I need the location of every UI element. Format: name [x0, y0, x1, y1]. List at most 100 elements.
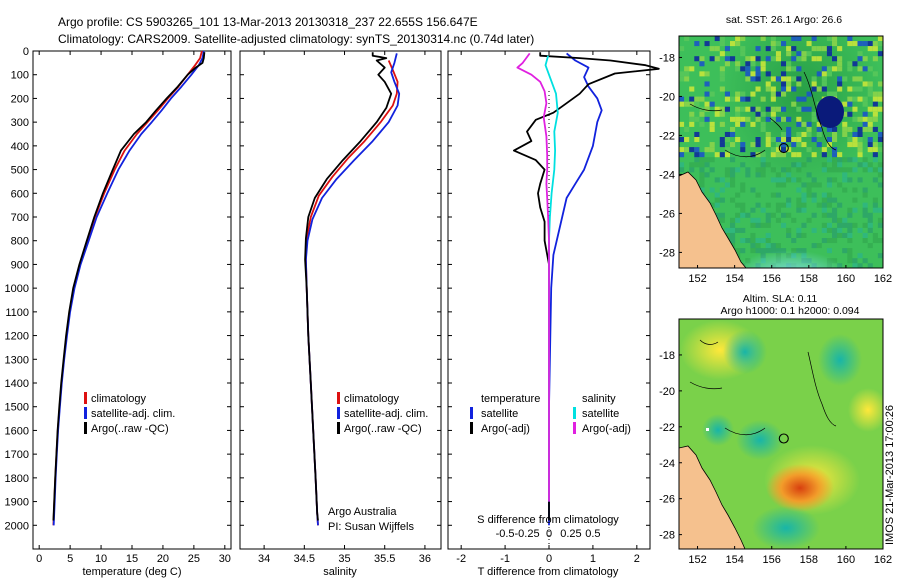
sst-pixel	[765, 202, 771, 208]
sst-pixel	[862, 202, 868, 208]
sst-pixel	[857, 126, 863, 132]
map-y-tick-label: -24	[659, 169, 675, 181]
sst-pixel	[832, 157, 838, 163]
sst-pixel	[740, 147, 746, 153]
sst-pixel	[679, 76, 685, 82]
sst-pixel	[796, 121, 802, 127]
sst-pixel	[709, 101, 715, 107]
legend-label-s-argo: Argo(-adj)	[582, 423, 631, 435]
sst-pixel	[735, 106, 741, 112]
sst-pixel	[735, 66, 741, 72]
sst-pixel	[842, 121, 848, 127]
header-line-1: Argo profile: CS 5903265_101 13-Mar-2013…	[58, 15, 478, 29]
legend-label-t-argo: Argo(-adj)	[481, 423, 530, 435]
sst-pixel	[755, 192, 761, 198]
sst-pixel	[847, 96, 853, 102]
sst-pixel	[714, 152, 720, 158]
sst-pixel	[694, 101, 700, 107]
sst-pixel	[724, 46, 730, 52]
sst-pixel	[826, 126, 832, 132]
difference-top-axis-label: S difference from climatology	[477, 514, 619, 526]
map-x-tick-label: 160	[837, 273, 855, 285]
sst-pixel	[806, 157, 812, 163]
sst-pixel	[862, 111, 868, 117]
sst-pixel	[709, 56, 715, 62]
sst-pixel	[801, 162, 807, 168]
sst-pixel	[877, 41, 883, 47]
sst-pixel	[714, 202, 720, 208]
sst-pixel	[699, 152, 705, 158]
sst-pixel	[781, 137, 787, 143]
sst-pixel	[801, 197, 807, 203]
x-tick-label: -1	[500, 553, 510, 565]
sst-pixel	[796, 152, 802, 158]
sst-pixel	[842, 111, 848, 117]
depth-tick-label: 1500	[5, 402, 29, 414]
sst-pixel	[704, 106, 710, 112]
salinity-plot-frame	[239, 50, 442, 550]
sst-pixel	[852, 116, 858, 122]
sst-pixel	[867, 137, 873, 143]
sst-pixel	[847, 167, 853, 173]
sst-pixel	[750, 142, 756, 148]
temperature-legend: climatology satellite-adj. clim. Argo(..…	[84, 392, 175, 435]
sst-pixel	[755, 76, 761, 82]
sst-pixel	[796, 81, 802, 87]
sst-pixel	[796, 116, 802, 122]
legend-label-t-satellite: satellite	[481, 408, 518, 420]
sst-pixel	[745, 61, 751, 67]
sst-pixel	[679, 162, 685, 168]
map-x-tick-label: 162	[874, 273, 892, 285]
sst-pixel	[796, 51, 802, 57]
sst-pixel	[832, 177, 838, 183]
sst-pixel	[694, 157, 700, 163]
depth-tick-label: 2000	[5, 520, 29, 532]
sst-pixel	[694, 137, 700, 143]
sst-pixel	[796, 162, 802, 168]
sst-pixel	[719, 41, 725, 47]
sst-pixel	[740, 116, 746, 122]
sst-pixel	[724, 61, 730, 67]
sst-pixel	[730, 177, 736, 183]
sst-pixel	[699, 162, 705, 168]
sla-map-panel: Altim. SLA: 0.11 Argo h1000: 0.1 h2000: …	[659, 293, 892, 566]
sst-pixel	[791, 152, 797, 158]
sst-pixel	[852, 207, 858, 213]
map-y-tick-label: -24	[659, 458, 675, 470]
sst-pixel	[872, 177, 878, 183]
map-y-tick-label: -26	[659, 494, 675, 506]
sst-pixel	[755, 111, 761, 117]
sst-pixel	[857, 86, 863, 92]
sst-pixel	[730, 182, 736, 188]
sst-pixel	[745, 66, 751, 72]
salinity-legend: climatology satellite-adj. clim. Argo(..…	[337, 392, 428, 435]
sst-pixel	[796, 76, 802, 82]
sst-pixel	[811, 116, 817, 122]
sst-pixel	[867, 142, 873, 148]
sla-map-feature	[848, 388, 883, 432]
sst-pixel	[872, 41, 878, 47]
sst-pixel	[740, 187, 746, 193]
sst-pixel	[760, 96, 766, 102]
sst-pixel	[689, 116, 695, 122]
sst-pixel	[709, 147, 715, 153]
sst-pixel	[826, 91, 832, 97]
sst-pixel	[847, 142, 853, 148]
sst-pixel	[724, 172, 730, 178]
sst-pixel	[735, 36, 741, 42]
sst-pixel	[709, 202, 715, 208]
header-line-2: Climatology: CARS2009. Satellite-adjuste…	[58, 32, 534, 46]
sst-pixel	[709, 91, 715, 97]
sst-pixel	[765, 106, 771, 112]
sst-pixel	[837, 66, 843, 72]
sst-pixel	[842, 157, 848, 163]
sst-pixel	[872, 232, 878, 238]
sst-pixel	[770, 152, 776, 158]
sst-pixel	[740, 66, 746, 72]
sst-pixel	[740, 202, 746, 208]
sst-pixel	[872, 96, 878, 102]
sst-pixel	[821, 162, 827, 168]
legend-label-argo: Argo(..raw -QC)	[91, 423, 169, 435]
depth-tick-label: 400	[11, 141, 29, 153]
legend-title-temperature: temperature	[481, 393, 540, 405]
